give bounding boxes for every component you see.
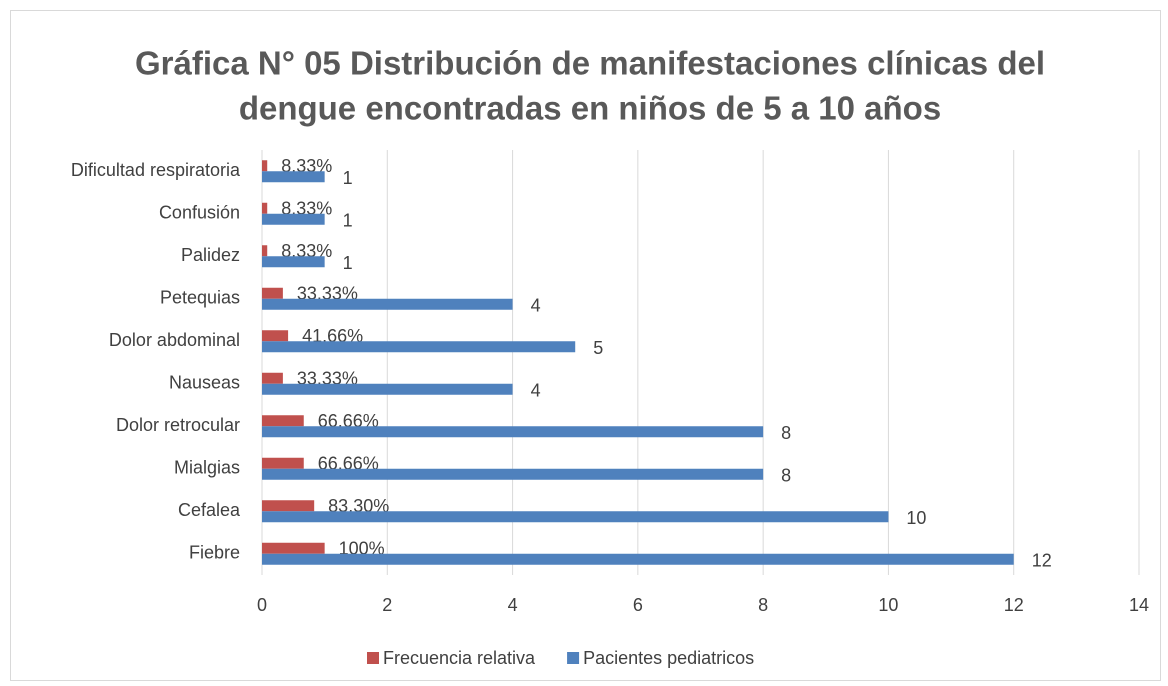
bar (262, 330, 289, 342)
legend-swatch (567, 652, 580, 664)
bar (262, 256, 325, 268)
data-label: 5 (593, 338, 603, 358)
data-label: 100% (339, 539, 385, 559)
x-tick-label: 10 (878, 595, 898, 615)
bar (262, 298, 513, 310)
bar (262, 468, 764, 480)
data-label: 8.33% (281, 156, 332, 176)
bar (262, 415, 304, 427)
y-tick-label: Confusión (159, 203, 240, 223)
data-label: 41.66% (302, 326, 363, 346)
bar (262, 202, 268, 214)
chart-title: dengue encontradas en niños de 5 a 10 añ… (239, 90, 941, 127)
bar (262, 500, 315, 512)
bar (262, 213, 325, 225)
data-label: 10 (906, 508, 926, 528)
bar (262, 542, 325, 554)
bar (262, 341, 576, 353)
y-tick-label: Cefalea (178, 500, 241, 520)
x-tick-label: 0 (257, 595, 267, 615)
bar (262, 457, 304, 469)
data-label: 4 (531, 296, 541, 316)
legend-label: Frecuencia relativa (383, 648, 536, 668)
x-tick-label: 8 (758, 595, 768, 615)
y-tick-label: Palidez (181, 245, 240, 265)
chart-title: Gráfica N° 05 Distribución de manifestac… (135, 45, 1045, 82)
data-label: 1 (343, 211, 353, 231)
x-tick-label: 4 (508, 595, 518, 615)
y-tick-label: Dolor abdominal (109, 330, 240, 350)
data-label: 66.66% (318, 454, 379, 474)
data-label: 83.30% (328, 496, 389, 516)
y-tick-label: Mialgias (174, 458, 240, 478)
data-label: 1 (343, 168, 353, 188)
x-tick-label: 6 (633, 595, 643, 615)
data-label: 66.66% (318, 411, 379, 431)
x-tick-label: 14 (1129, 595, 1149, 615)
data-label: 1 (343, 253, 353, 273)
data-label: 8 (781, 423, 791, 443)
bar (262, 287, 283, 299)
bar (262, 245, 268, 257)
data-label: 8.33% (281, 241, 332, 261)
legend-label: Pacientes pediatricos (583, 648, 754, 668)
data-label: 33.33% (297, 369, 358, 389)
y-tick-label: Nauseas (169, 373, 240, 393)
bar (262, 511, 889, 523)
data-label: 12 (1032, 551, 1052, 571)
bar (262, 553, 1014, 565)
data-label: 8 (781, 466, 791, 486)
data-label: 8.33% (281, 199, 332, 219)
y-tick-label: Dolor retrocular (116, 415, 240, 435)
y-tick-label: Petequias (160, 288, 240, 308)
bar (262, 372, 283, 384)
y-tick-label: Dificultad respiratoria (71, 160, 241, 180)
bar (262, 383, 513, 395)
bar (262, 171, 325, 183)
legend-swatch (367, 652, 379, 664)
data-label: 33.33% (297, 284, 358, 304)
chart-border (10, 10, 1161, 681)
bar (262, 160, 268, 172)
y-tick-label: Fiebre (189, 543, 240, 563)
bar (262, 426, 764, 438)
data-label: 4 (531, 381, 541, 401)
x-tick-label: 12 (1004, 595, 1024, 615)
x-tick-label: 2 (382, 595, 392, 615)
